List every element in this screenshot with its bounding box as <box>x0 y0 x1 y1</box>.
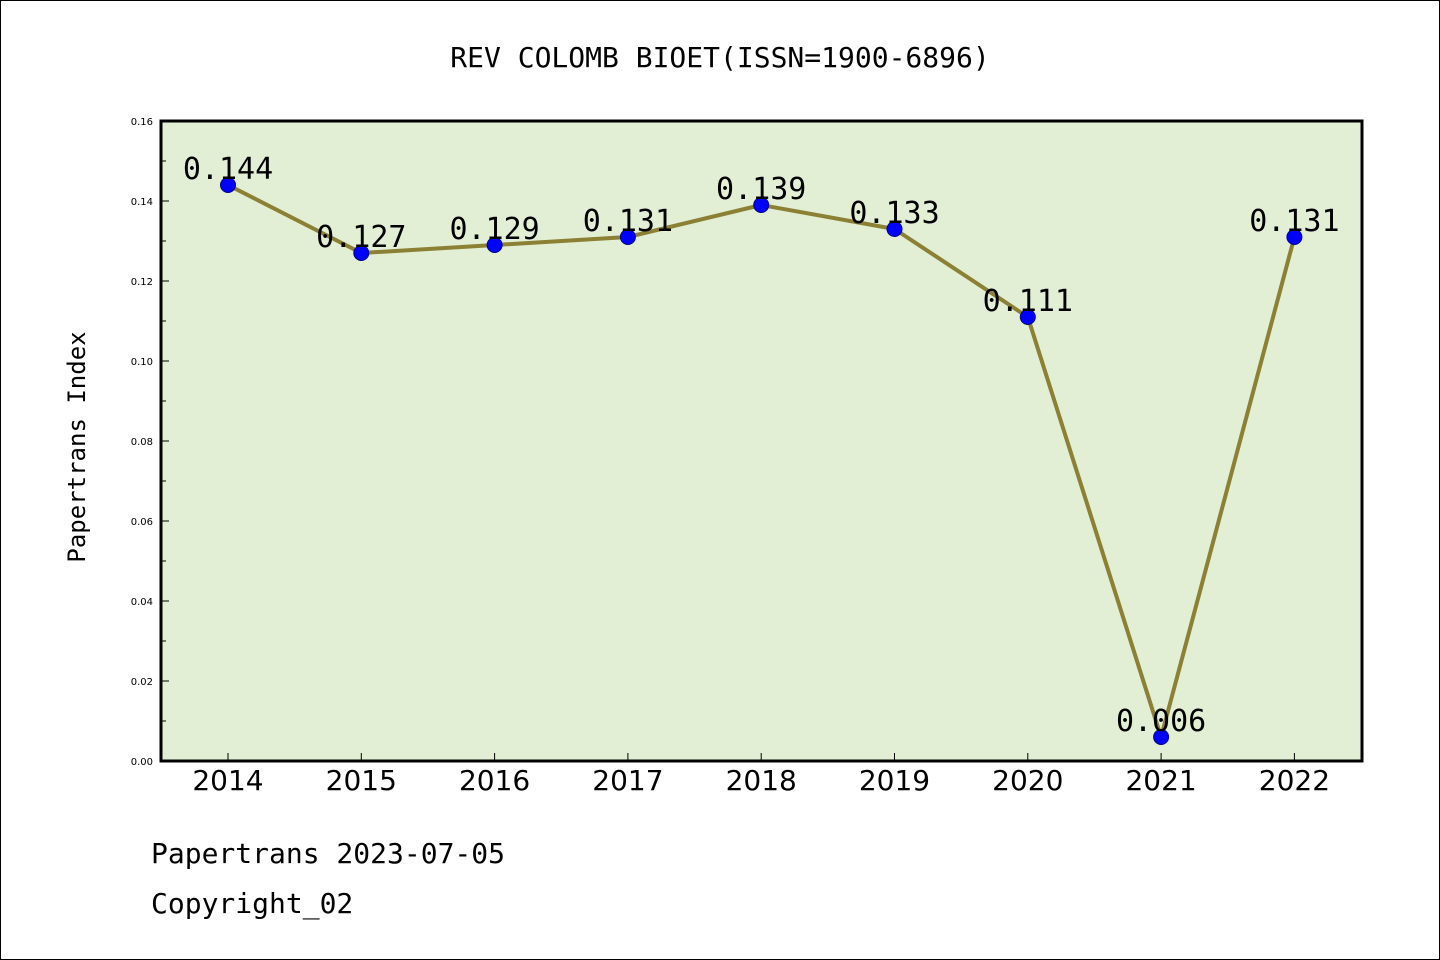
chart-title: REV COLOMB BIOET(ISSN=1900-6896) <box>450 41 989 74</box>
y-tick-label: 0.08 <box>131 437 153 448</box>
series-layer: 0.144 0.127 0.129 0.131 0.139 0.133 0.111 0.006… <box>183 152 1340 745</box>
y-tick-label: 0.02 <box>131 677 153 688</box>
data-point <box>220 177 236 193</box>
plot-area <box>161 121 1362 761</box>
data-point <box>486 237 503 253</box>
data-point <box>753 197 770 213</box>
y-tick-label: 0.06 <box>131 517 153 528</box>
data-label: 0.111 <box>983 284 1073 319</box>
data-point <box>1286 229 1303 245</box>
data-label: 0.127 <box>316 220 406 255</box>
x-tick-label: 2014 <box>192 764 263 797</box>
data-label: 0.129 <box>449 212 539 247</box>
data-label: 0.131 <box>583 204 673 239</box>
data-label: 0.006 <box>1116 704 1206 739</box>
x-tick-label: 2020 <box>992 764 1063 797</box>
data-label: 0.139 <box>716 172 806 207</box>
y-tick-label: 0.14 <box>131 197 153 208</box>
data-point <box>353 245 370 261</box>
x-tick-label: 2022 <box>1259 764 1330 797</box>
y-tick-label: 0.00 <box>131 757 153 768</box>
data-point <box>1019 309 1036 325</box>
data-point <box>1153 729 1170 745</box>
data-point <box>886 221 903 237</box>
data-label: 0.133 <box>849 196 939 231</box>
x-tick-label: 2021 <box>1125 764 1196 797</box>
x-tick-label: 2016 <box>459 764 530 797</box>
y-tick-label: 0.10 <box>131 357 153 368</box>
footer-source: Papertrans 2023-07-05 <box>151 837 506 870</box>
x-tick-label: 2017 <box>592 764 663 797</box>
y-axis-label: Papertrans Index <box>63 331 91 562</box>
x-tick-label: 2019 <box>859 764 930 797</box>
plot-border <box>159 119 1364 763</box>
y-tick-label: 0.12 <box>131 277 153 288</box>
data-point <box>619 229 636 245</box>
x-axis-ticks: 2014 2015 2016 2017 2018 2019 2020 2021 2022 <box>192 753 1330 797</box>
footer-copyright: Copyright_02 <box>151 887 354 920</box>
y-tick-label: 0.16 <box>131 117 153 128</box>
x-tick-label: 2018 <box>726 764 797 797</box>
data-label: 0.144 <box>183 152 273 187</box>
data-label: 0.131 <box>1249 204 1339 239</box>
y-tick-label: 0.04 <box>131 597 153 608</box>
x-tick-label: 2015 <box>326 764 397 797</box>
